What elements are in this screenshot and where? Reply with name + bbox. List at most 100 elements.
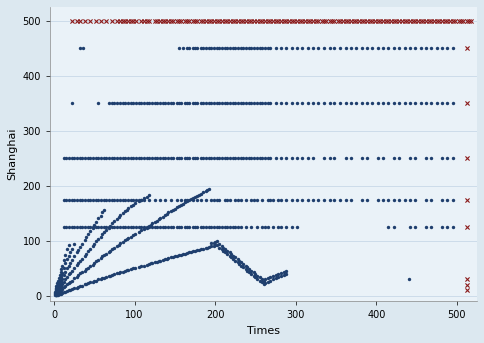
Point bbox=[156, 224, 164, 230]
Point bbox=[63, 282, 71, 287]
Point bbox=[84, 224, 92, 230]
Point bbox=[245, 270, 253, 275]
Point bbox=[280, 18, 287, 23]
Point bbox=[390, 100, 398, 106]
Point bbox=[342, 100, 349, 106]
Point bbox=[159, 258, 166, 263]
Point bbox=[97, 255, 105, 261]
Point bbox=[135, 156, 142, 161]
Point bbox=[185, 250, 193, 255]
Point bbox=[61, 261, 69, 266]
Point bbox=[465, 18, 473, 23]
Point bbox=[252, 271, 259, 277]
Point bbox=[181, 18, 188, 23]
Point bbox=[390, 197, 398, 202]
Point bbox=[143, 156, 151, 161]
Point bbox=[194, 248, 201, 253]
Point bbox=[401, 197, 408, 202]
Point bbox=[140, 195, 148, 201]
Point bbox=[61, 269, 69, 274]
Point bbox=[280, 269, 287, 274]
Point bbox=[87, 197, 94, 202]
Point bbox=[189, 224, 197, 230]
Point bbox=[135, 224, 142, 230]
Point bbox=[55, 279, 63, 284]
Point bbox=[336, 100, 344, 106]
Point bbox=[99, 253, 106, 259]
Point bbox=[79, 46, 87, 51]
Point bbox=[202, 197, 210, 202]
Point bbox=[129, 224, 137, 230]
Point bbox=[213, 197, 221, 202]
Point bbox=[53, 283, 61, 288]
Point bbox=[68, 258, 76, 263]
Point bbox=[243, 264, 251, 270]
Point bbox=[91, 260, 98, 266]
Point bbox=[423, 197, 430, 202]
Point bbox=[153, 218, 161, 223]
Point bbox=[132, 197, 140, 202]
Point bbox=[258, 280, 266, 285]
Point bbox=[253, 46, 261, 51]
Point bbox=[100, 207, 108, 213]
Point bbox=[382, 18, 390, 23]
Point bbox=[310, 46, 318, 51]
Point bbox=[282, 46, 290, 51]
Point bbox=[91, 241, 98, 246]
Point bbox=[68, 197, 76, 202]
Point bbox=[105, 273, 113, 279]
Point bbox=[439, 46, 446, 51]
Point bbox=[194, 224, 201, 230]
Point bbox=[215, 224, 223, 230]
Point bbox=[159, 100, 166, 106]
Point bbox=[70, 276, 78, 281]
Point bbox=[261, 46, 269, 51]
Point bbox=[205, 187, 212, 192]
Point bbox=[274, 18, 282, 23]
Point bbox=[331, 18, 338, 23]
Point bbox=[419, 18, 427, 23]
Point bbox=[202, 18, 210, 23]
Point bbox=[443, 46, 451, 51]
Point bbox=[194, 156, 201, 161]
Point bbox=[89, 279, 97, 284]
Point bbox=[84, 281, 92, 286]
Point bbox=[131, 200, 138, 206]
Point bbox=[119, 197, 126, 202]
Point bbox=[342, 197, 349, 202]
Point bbox=[66, 250, 74, 255]
Point bbox=[89, 225, 97, 231]
Point bbox=[58, 272, 65, 278]
Point bbox=[66, 270, 74, 275]
Point bbox=[132, 100, 140, 106]
Point bbox=[99, 232, 106, 237]
Point bbox=[213, 100, 221, 106]
Point bbox=[260, 278, 268, 283]
Point bbox=[100, 197, 108, 202]
Point bbox=[70, 285, 78, 291]
Point bbox=[129, 18, 137, 23]
Point bbox=[237, 100, 245, 106]
Point bbox=[75, 284, 82, 289]
Point bbox=[147, 222, 154, 228]
Point bbox=[423, 100, 430, 106]
Point bbox=[427, 197, 435, 202]
Point bbox=[385, 18, 393, 23]
Point bbox=[185, 18, 193, 23]
Point bbox=[167, 156, 175, 161]
Point bbox=[298, 197, 306, 202]
Point bbox=[264, 100, 272, 106]
Point bbox=[272, 276, 279, 281]
Point bbox=[58, 286, 66, 292]
Point bbox=[63, 274, 71, 280]
Point bbox=[277, 273, 285, 279]
Point bbox=[224, 46, 231, 51]
Point bbox=[347, 197, 354, 202]
Point bbox=[53, 288, 60, 293]
Point bbox=[53, 283, 60, 289]
Point bbox=[242, 18, 250, 23]
Point bbox=[197, 197, 205, 202]
Point bbox=[439, 197, 446, 202]
Point bbox=[78, 256, 86, 261]
Point bbox=[113, 100, 121, 106]
